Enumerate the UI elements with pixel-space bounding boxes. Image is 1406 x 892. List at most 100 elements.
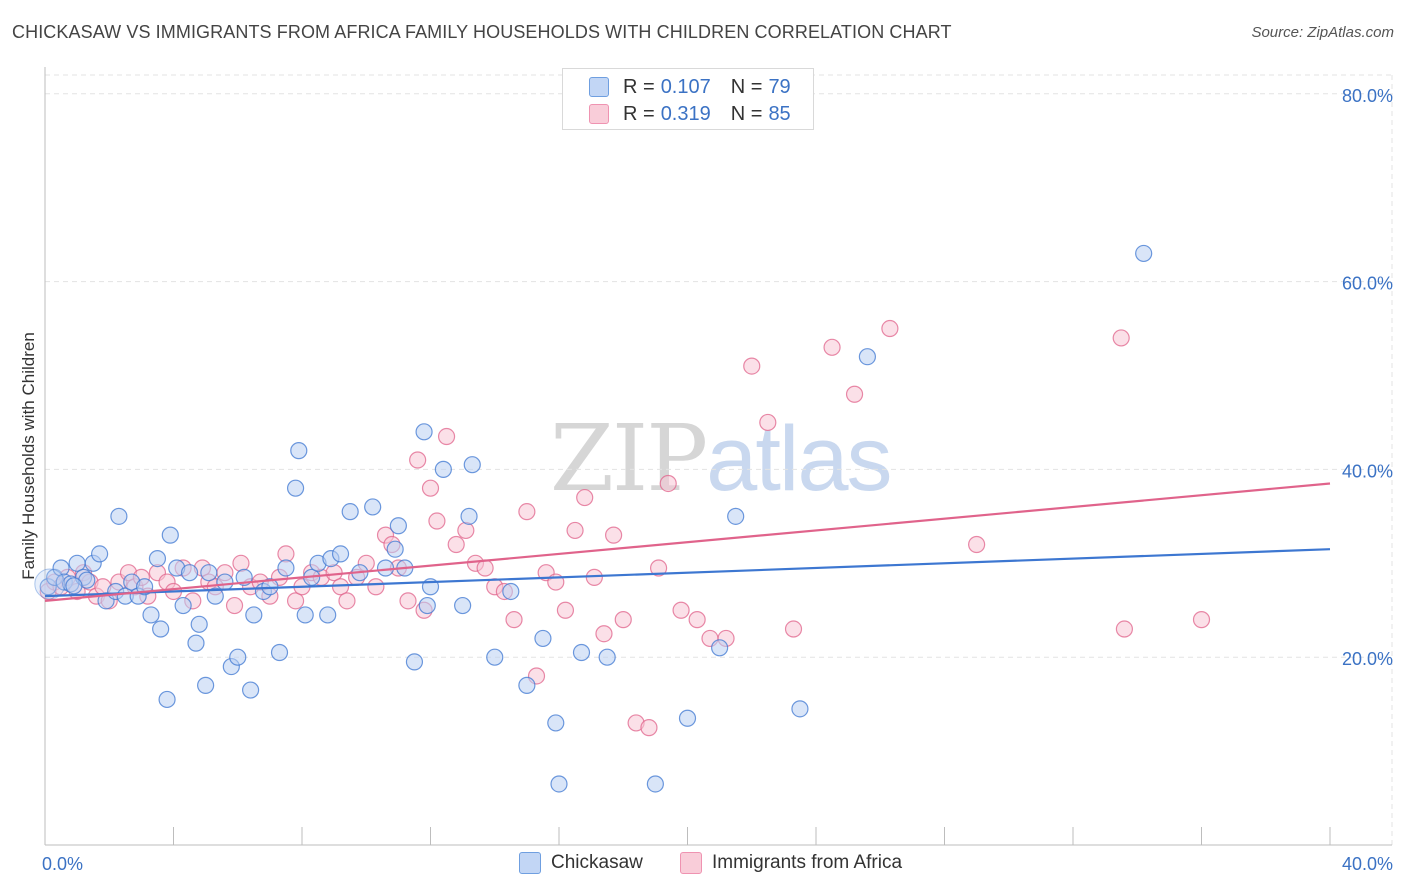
legend-row-chickasaw: R = 0.107 N = 79: [589, 75, 791, 99]
data-point: [711, 639, 729, 657]
data-point: [158, 690, 176, 709]
data-point: [447, 535, 465, 554]
data-point: [331, 578, 350, 596]
legend-item-chickasaw[interactable]: Chickasaw: [519, 852, 643, 874]
source-label: Source: ZipAtlas.com: [1251, 24, 1394, 41]
legend-n-value: 85: [768, 102, 791, 125]
data-point: [399, 592, 417, 610]
watermark-atlas: atlas: [706, 408, 892, 510]
data-point: [1192, 611, 1211, 629]
data-point: [727, 507, 745, 525]
legend-r-value: 0.107: [660, 75, 711, 98]
data-point: [649, 559, 668, 577]
data-point: [190, 615, 208, 633]
data-point: [437, 427, 456, 446]
y-tick-label: 80.0%: [1342, 86, 1393, 106]
trend-layer: [44, 482, 1331, 602]
data-point: [454, 596, 472, 615]
y-tick-label: 20.0%: [1342, 649, 1393, 669]
y-tick-label: 40.0%: [1342, 461, 1393, 481]
data-point: [296, 606, 314, 624]
data-point: [659, 474, 677, 493]
data-point: [421, 479, 440, 497]
legend-swatch-africa: [589, 104, 609, 124]
points-layer: [34, 244, 1211, 793]
data-point: [290, 442, 308, 460]
data-point: [881, 319, 899, 338]
data-point: [476, 559, 494, 577]
series-chickasaw: [39, 244, 1153, 793]
data-point: [200, 564, 218, 582]
data-point: [286, 592, 305, 610]
data-point: [148, 549, 167, 568]
data-point: [614, 611, 632, 629]
data-point: [823, 338, 841, 356]
legend-n-label: N =: [730, 75, 763, 98]
data-point: [197, 676, 215, 694]
series-immigrants-from-africa: [39, 319, 1211, 737]
data-point: [1112, 329, 1130, 347]
data-point: [405, 653, 424, 671]
data-point: [174, 596, 192, 615]
legend-row-africa: R = 0.319 N = 85: [589, 102, 791, 126]
data-point: [678, 709, 697, 727]
data-point: [225, 596, 244, 615]
data-point: [376, 559, 395, 577]
legend-swatch-chickasaw: [589, 77, 609, 97]
y-axis-title: Family Households with Children: [19, 332, 38, 580]
data-point: [187, 634, 205, 652]
data-point: [547, 714, 565, 732]
data-point: [91, 545, 109, 563]
legend-item-africa[interactable]: Immigrants from Africa: [680, 852, 902, 874]
series-legend: Chickasaw Immigrants from Africa: [0, 852, 1406, 878]
data-point: [646, 775, 664, 793]
data-point: [463, 456, 481, 474]
data-point: [968, 535, 986, 554]
data-point: [277, 559, 295, 577]
data-point: [759, 413, 777, 432]
x-tick-label-min: 0.0%: [42, 854, 83, 874]
data-point: [598, 648, 616, 666]
grid-layer: [45, 74, 1393, 845]
data-point: [367, 578, 385, 596]
axis-layer: [44, 67, 1392, 846]
legend-r-label: R =: [623, 102, 655, 125]
data-point: [434, 460, 452, 478]
data-point: [338, 592, 356, 610]
data-point: [518, 676, 536, 694]
legend-r-value: 0.319: [660, 102, 711, 125]
data-point: [286, 479, 305, 497]
data-point: [364, 498, 382, 516]
data-point: [389, 517, 407, 535]
data-point: [534, 629, 552, 648]
data-point: [229, 648, 247, 666]
legend-r-label: R =: [623, 75, 655, 98]
data-point: [142, 606, 160, 624]
data-point: [605, 526, 623, 544]
data-point-cluster: [34, 568, 66, 600]
data-point: [550, 775, 568, 793]
data-point: [595, 625, 613, 643]
legend-n-label: N =: [730, 102, 763, 125]
data-point: [232, 554, 250, 572]
legend-label-chickasaw: Chickasaw: [551, 852, 643, 873]
data-point: [341, 503, 359, 521]
x-tick-label-max: 40.0%: [1342, 854, 1393, 874]
data-point: [556, 601, 575, 619]
data-point: [110, 507, 128, 525]
stats-legend: R = 0.107 N = 79 R = 0.319 N = 85: [562, 68, 814, 130]
data-point: [161, 526, 179, 544]
data-point: [845, 385, 864, 403]
data-point: [409, 451, 427, 469]
data-point: [688, 611, 706, 629]
data-point: [784, 620, 803, 638]
trend-line-chickasaw: [44, 548, 1331, 598]
data-point: [791, 700, 809, 718]
data-point: [270, 643, 289, 662]
data-point: [1115, 620, 1134, 638]
watermark: ZIPatlas: [550, 405, 893, 512]
data-point: [386, 540, 404, 558]
data-point: [242, 681, 260, 699]
label-layer: 20.0% 40.0% 60.0% 80.0% 0.0% 40.0% Family Hous…: [19, 86, 1393, 874]
